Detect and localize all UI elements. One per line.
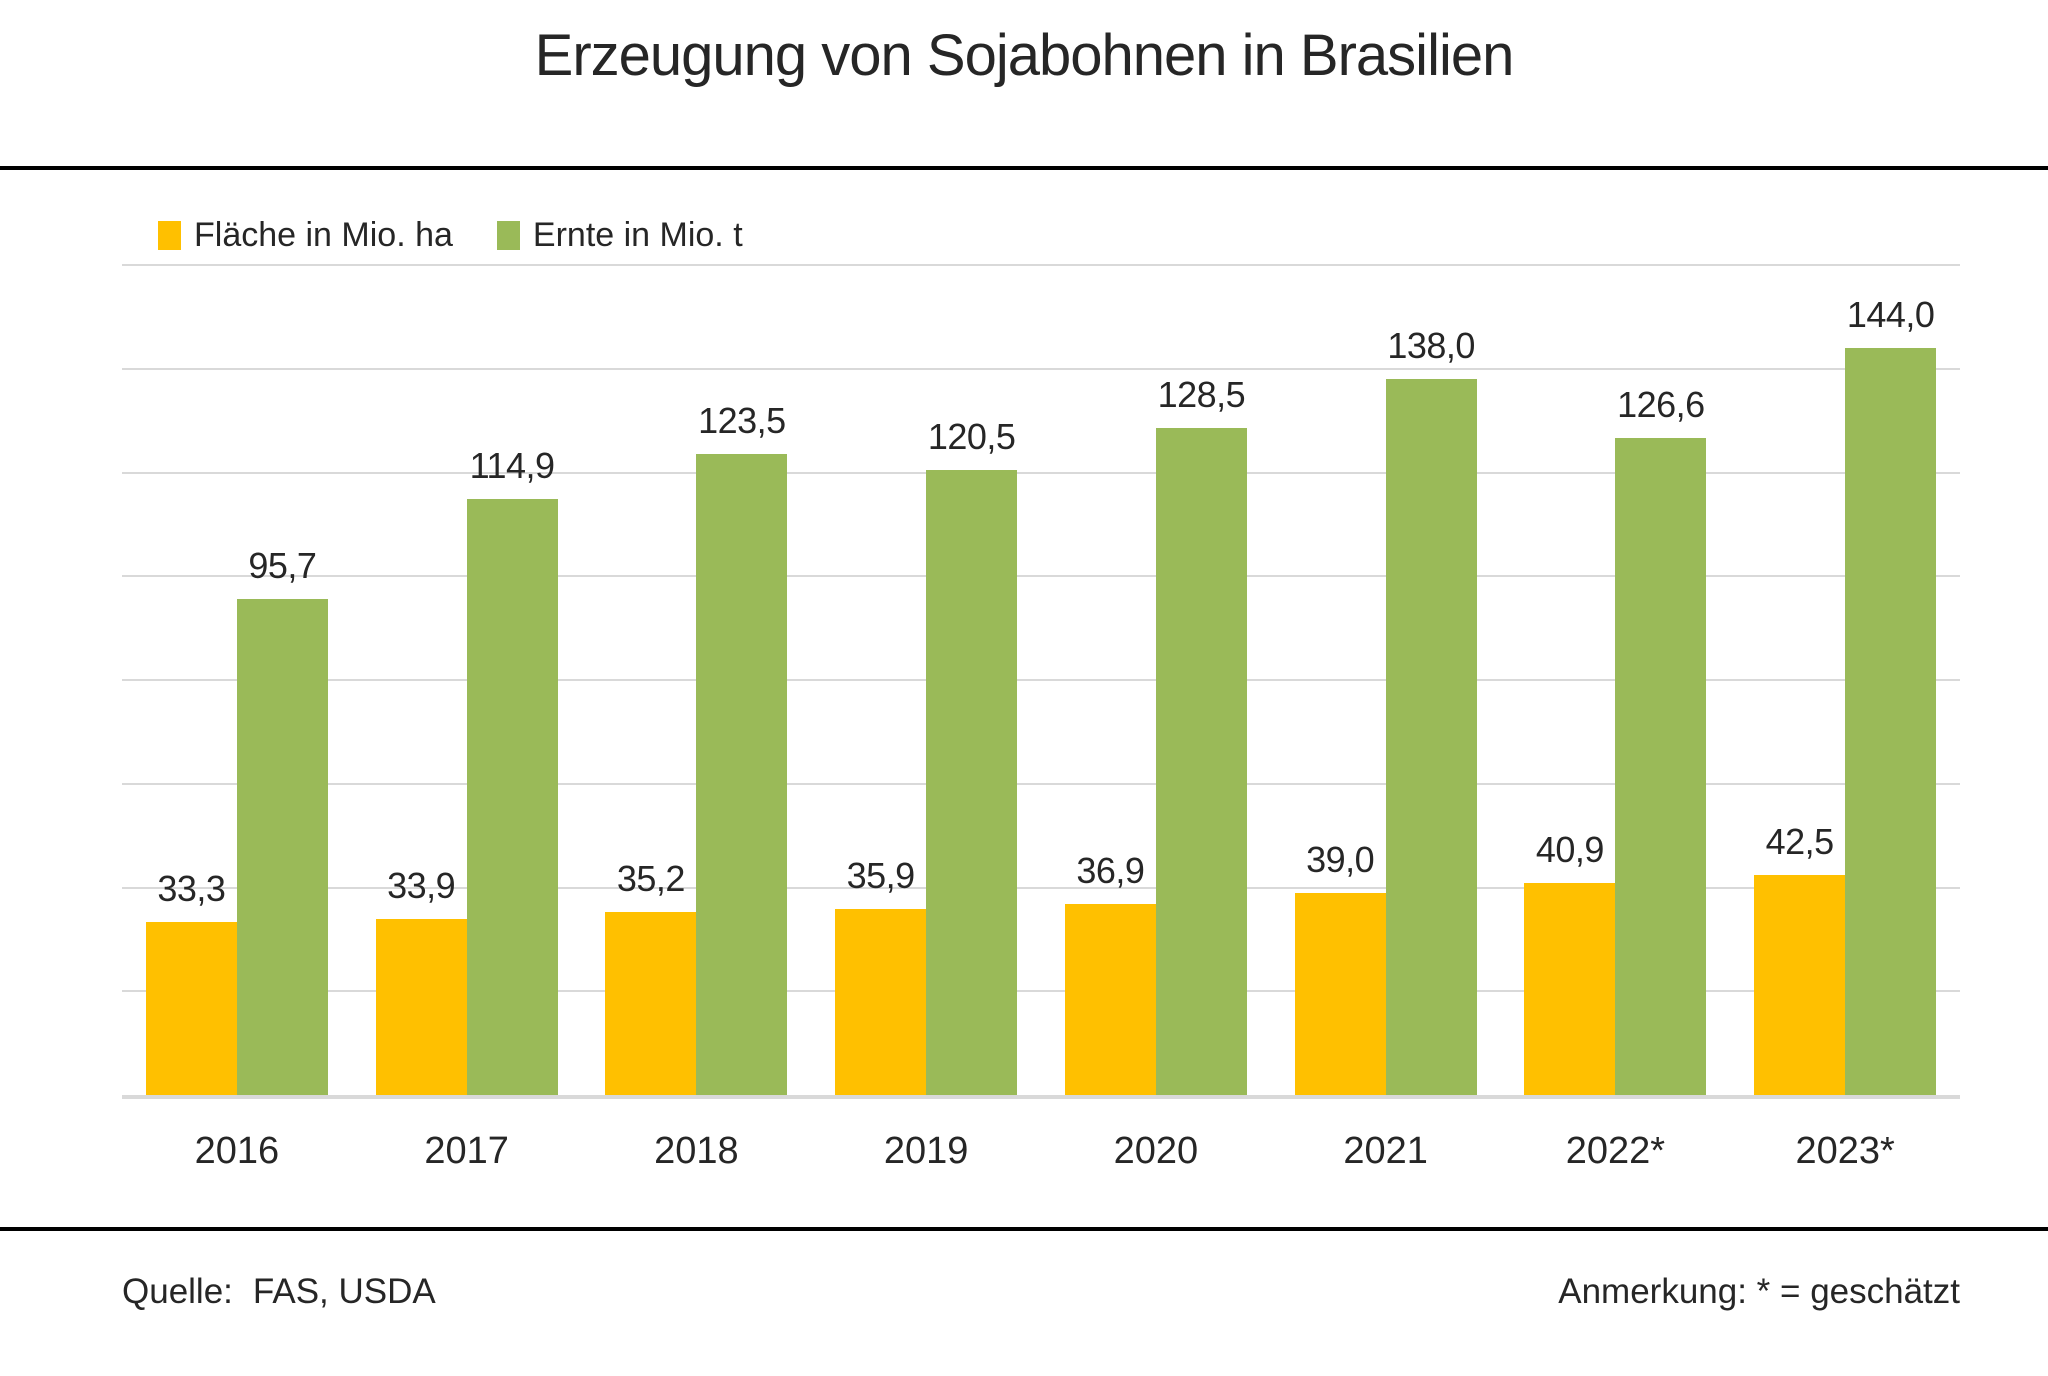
bar-flaeche-2022 [1524,882,1616,1095]
bottom-divider-line [0,1227,2048,1231]
x-axis-label-2019: 2019 [883,1130,969,1172]
gridline-100 [122,575,1960,578]
value-label-flaeche-2020: 36,9 [1076,849,1145,891]
source-line: Quelle: FAS, USDA [122,1272,436,1312]
x-axis-label-2022: 2022* [1565,1130,1666,1172]
page-title: Erzeugung von Sojabohnen in Brasilien [534,23,1515,88]
bar-ernte-2017 [466,498,558,1095]
bar-ernte-2016 [236,598,328,1095]
note-text: Anmerkung: * = geschätzt [1558,1272,1960,1311]
x-axis-label-2016: 2016 [194,1130,280,1172]
bar-flaeche-2019 [835,908,927,1095]
x-axis-label-2018: 2018 [654,1130,739,1172]
bar-flaeche-2018 [605,912,697,1095]
legend-item-flaeche: Fläche in Mio. ha [158,216,453,255]
value-label-flaeche-2019: 35,9 [846,854,916,896]
bar-flaeche-2023 [1754,874,1846,1095]
legend: Fläche in Mio. ha Ernte in Mio. t [158,216,743,254]
value-label-flaeche-2016: 33,3 [157,868,226,910]
bar-flaeche-2021 [1294,892,1386,1095]
gridline-140 [122,367,1960,370]
x-axis-label-2023: 2023* [1795,1130,1895,1172]
bar-ernte-2019 [926,469,1018,1095]
bar-ernte-2021 [1385,379,1477,1095]
bar-flaeche-2020 [1064,903,1156,1095]
legend-label-ernte: Ernte in Mio. t [532,215,743,254]
bar-ernte-2022 [1615,438,1707,1095]
gridline-80 [122,679,1960,681]
x-axis-labels: 2016 2017 2018 2019 2020 2021 2022* 2023* [122,1130,1960,1174]
bar-flaeche-2016 [145,922,237,1095]
legend-swatch-flaeche-icon [158,220,181,250]
bar-ernte-2018 [696,454,788,1095]
gridline-40 [122,886,1960,889]
value-label-flaeche-2021: 39,0 [1306,838,1375,880]
value-label-ernte-2023: 144,0 [1846,294,1935,335]
value-label-flaeche-2023: 42,5 [1765,820,1835,862]
top-divider-line [0,166,2048,170]
x-axis-label-2017: 2017 [424,1130,509,1172]
value-label-flaeche-2022: 40,9 [1535,828,1605,870]
value-label-flaeche-2017: 33,9 [387,865,456,907]
gridline-20 [122,990,1960,993]
legend-label-flaeche: Fläche in Mio. ha [194,215,453,254]
gridline-120 [122,471,1960,474]
bar-ernte-2023 [1845,348,1937,1095]
source-value: FAS, USDA [252,1272,436,1311]
value-label-ernte-2018: 123,5 [698,400,786,442]
source-label: Quelle: [122,1272,233,1311]
bar-ernte-2020 [1155,428,1247,1095]
value-label-ernte-2021: 138,0 [1387,325,1475,367]
legend-item-ernte: Ernte in Mio. t [496,215,743,255]
value-label-ernte-2020: 128,5 [1157,374,1246,416]
x-axis-baseline [122,1095,1960,1099]
value-label-flaeche-2018: 35,2 [616,858,686,900]
x-axis-label-2020: 2020 [1113,1130,1199,1172]
value-label-ernte-2017: 114,9 [469,444,555,486]
chart-plot-area: 33,3 95,7 33,9 114,9 35,2 123,5 35,9 120,5 36,9 1… [122,264,1960,1099]
x-axis-label-2021: 2021 [1343,1130,1428,1172]
bar-flaeche-2017 [375,919,467,1095]
value-label-ernte-2022: 126,6 [1617,384,1705,426]
gridline-60 [122,782,1960,785]
value-label-ernte-2019: 120,5 [927,415,1016,457]
gridline-160 [122,264,1960,266]
legend-swatch-ernte-icon [496,220,520,250]
value-label-ernte-2016: 95,7 [248,544,317,586]
